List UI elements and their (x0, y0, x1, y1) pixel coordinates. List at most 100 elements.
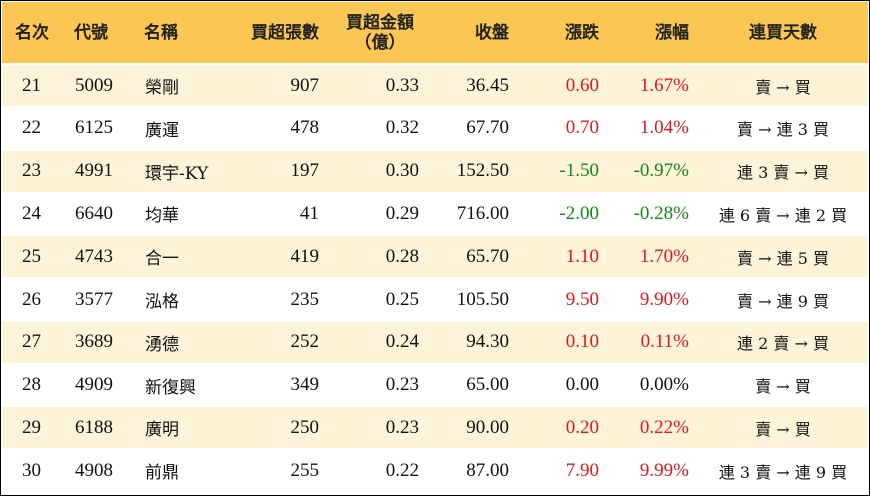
rank-cell: 23 (22, 160, 41, 182)
rank-cell: 25 (22, 245, 41, 267)
name-cell: 均華 (145, 206, 179, 227)
header-net-lots: 買超張數 (251, 22, 319, 43)
close-cell: 152.50 (456, 160, 509, 182)
streak-cell: 賣 → 連 3 買 (737, 120, 829, 140)
net-amount-cell: 0.32 (385, 117, 419, 139)
table-row: 23 4991 環宇-KY 197 0.30 152.50 -1.50 -0.97% 連 3 賣… (2, 150, 868, 192)
pct-cell: 1.04% (639, 117, 689, 139)
rank-cell: 26 (22, 288, 41, 310)
net-lots-cell: 197 (290, 160, 320, 182)
change-cell: 1.10 (565, 245, 599, 267)
close-cell: 716.00 (456, 202, 509, 224)
header-code: 代號 (74, 22, 108, 43)
net-amount-cell: 0.22 (385, 459, 419, 481)
name-cell: 廣運 (145, 120, 179, 141)
header-close: 收盤 (475, 22, 509, 43)
rank-cell: 28 (22, 374, 41, 396)
code-cell: 3577 (75, 288, 113, 310)
code-cell: 5009 (75, 74, 113, 96)
name-cell: 新復興 (145, 377, 196, 398)
net-lots-cell: 235 (290, 288, 320, 310)
streak-cell: 賣 → 連 5 買 (737, 248, 829, 268)
net-amount-cell: 0.23 (385, 374, 419, 396)
table-row: 26 3577 泓格 235 0.25 105.50 9.50 9.90% 賣 → 連 9 買 (2, 279, 868, 320)
pct-cell: -0.97% (633, 160, 689, 182)
net-lots-cell: 41 (300, 202, 319, 224)
change-cell: 0.00 (565, 374, 599, 396)
code-cell: 6188 (75, 416, 113, 438)
name-cell: 湧德 (145, 334, 179, 355)
table-row: 24 6640 均華 41 0.29 716.00 -2.00 -0.28% 連 6 賣 → 連… (2, 193, 868, 234)
net-lots-cell: 349 (290, 374, 320, 396)
close-cell: 94.30 (466, 331, 509, 353)
table-row: 21 5009 榮剛 907 0.33 36.45 0.60 1.67% 賣 → 買 (2, 65, 868, 106)
table-row: 27 3689 湧德 252 0.24 94.30 0.10 0.11% 連 2 賣 → 買 (2, 321, 868, 363)
header-name: 名稱 (144, 22, 178, 43)
close-cell: 36.45 (466, 74, 509, 96)
net-lots-cell: 250 (290, 416, 320, 438)
pct-cell: 0.00% (639, 374, 689, 396)
close-cell: 90.00 (466, 416, 509, 438)
rank-cell: 29 (22, 416, 41, 438)
change-cell: 9.50 (565, 288, 599, 310)
net-amount-cell: 0.33 (385, 74, 419, 96)
pct-cell: 0.11% (640, 331, 689, 353)
code-cell: 6125 (75, 117, 113, 139)
streak-cell: 連 3 賣 → 連 9 買 (718, 462, 848, 482)
pct-cell: 1.70% (639, 245, 689, 267)
rank-cell: 21 (22, 74, 41, 96)
code-cell: 3689 (75, 331, 113, 353)
close-cell: 105.50 (456, 288, 509, 310)
pct-cell: 0.22% (639, 416, 689, 438)
name-cell: 廣明 (145, 420, 179, 441)
pct-cell: -0.28% (633, 202, 689, 224)
close-cell: 87.00 (466, 459, 509, 481)
code-cell: 4991 (75, 160, 113, 182)
header-pct: 漲幅 (655, 22, 689, 43)
header-net-amount-line2: （億） (354, 32, 406, 53)
net-amount-cell: 0.29 (385, 202, 419, 224)
change-cell: -1.50 (559, 160, 599, 182)
change-cell: -2.00 (559, 202, 599, 224)
code-cell: 6640 (75, 202, 113, 224)
net-lots-cell: 907 (290, 74, 320, 96)
change-cell: 0.20 (565, 416, 599, 438)
table-row: 30 4908 前鼎 255 0.22 87.00 7.90 9.99% 連 3 賣 → 連 9… (2, 450, 868, 491)
streak-cell: 賣 → 連 9 買 (737, 291, 829, 311)
streak-cell: 連 6 賣 → 連 2 買 (718, 205, 848, 225)
net-amount-cell: 0.30 (385, 160, 419, 182)
header-rank: 名次 (15, 22, 49, 43)
net-lots-cell: 478 (290, 117, 320, 139)
name-cell: 環宇-KY (145, 163, 209, 184)
streak-cell: 連 2 賣 → 買 (737, 334, 829, 354)
close-cell: 67.70 (466, 117, 509, 139)
name-cell: 泓格 (145, 292, 179, 312)
code-cell: 4743 (75, 245, 113, 267)
header-net-amount: 買超金額 （億） (339, 2, 421, 63)
streak-cell: 賣 → 買 (755, 77, 811, 97)
streak-cell: 賣 → 買 (755, 377, 811, 397)
net-amount-cell: 0.24 (385, 331, 419, 353)
net-amount-cell: 0.25 (385, 288, 419, 310)
name-cell: 榮剛 (145, 78, 179, 98)
header-net-amount-line1: 買超金額 (346, 12, 414, 33)
net-lots-cell: 255 (290, 459, 320, 481)
rank-cell: 30 (22, 459, 41, 481)
close-cell: 65.70 (466, 245, 509, 267)
change-cell: 0.70 (565, 117, 599, 139)
net-lots-cell: 252 (290, 331, 320, 353)
net-amount-cell: 0.28 (385, 245, 419, 267)
change-cell: 0.60 (565, 74, 599, 96)
change-cell: 7.90 (565, 459, 599, 481)
change-cell: 0.10 (565, 331, 599, 353)
pct-cell: 9.99% (639, 459, 689, 481)
rank-cell: 24 (22, 202, 41, 224)
code-cell: 4909 (75, 374, 113, 396)
code-cell: 4908 (75, 459, 113, 481)
table-row: 29 6188 廣明 250 0.23 90.00 0.20 0.22% 賣 → 買 (2, 407, 868, 449)
header-streak: 連買天數 (749, 22, 817, 43)
net-amount-cell: 0.23 (385, 416, 419, 438)
pct-cell: 9.90% (639, 288, 689, 310)
table-row: 22 6125 廣運 478 0.32 67.70 0.70 1.04% 賣 → 連 3 買 (2, 108, 868, 149)
